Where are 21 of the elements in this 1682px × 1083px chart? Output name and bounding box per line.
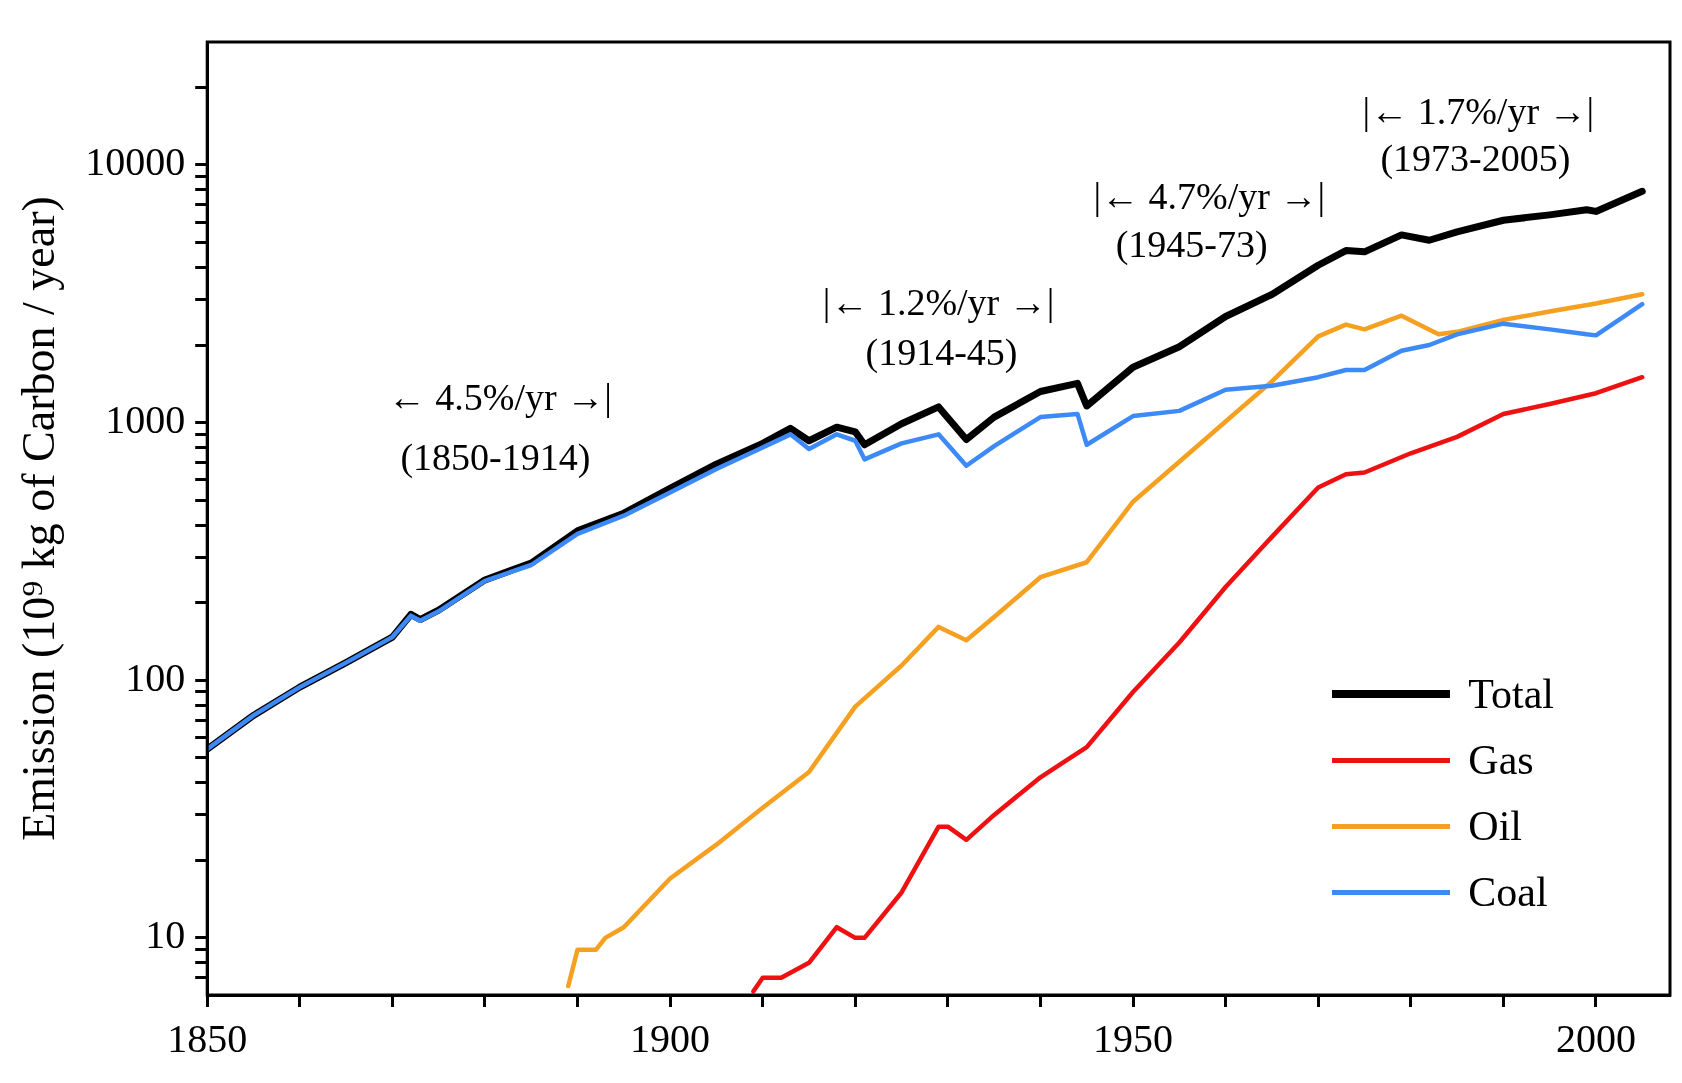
- legend-label: Oil: [1468, 802, 1522, 851]
- y-tick-label: 100: [125, 654, 186, 700]
- y-axis-title: Emission (10⁹ kg of Carbon / year): [12, 196, 64, 841]
- x-tick-label: 1900: [630, 1015, 711, 1061]
- y-tick-label: 10000: [85, 139, 186, 185]
- annotation: (1850-1914): [400, 436, 591, 480]
- legend-label: Gas: [1468, 736, 1534, 785]
- annotation: (1973-2005): [1380, 137, 1571, 181]
- y-tick-label: 10: [145, 912, 186, 958]
- annotation: |← 1.2%/yr →|: [822, 281, 1055, 324]
- annotation: (1945-73): [1115, 222, 1268, 266]
- x-tick-label: 1850: [167, 1015, 248, 1061]
- annotation: |← 1.7%/yr →|: [1362, 90, 1595, 133]
- annotation: |← 4.7%/yr →|: [1093, 175, 1326, 218]
- y-tick-label: 1000: [105, 397, 186, 443]
- legend-label: Coal: [1468, 868, 1548, 917]
- x-tick-label: 2000: [1555, 1015, 1636, 1061]
- annotation: (1914-45): [865, 330, 1018, 374]
- x-tick-label: 1950: [1093, 1015, 1174, 1061]
- annotation: ← 4.5%/yr →|: [387, 376, 612, 419]
- legend-label: Total: [1468, 670, 1554, 719]
